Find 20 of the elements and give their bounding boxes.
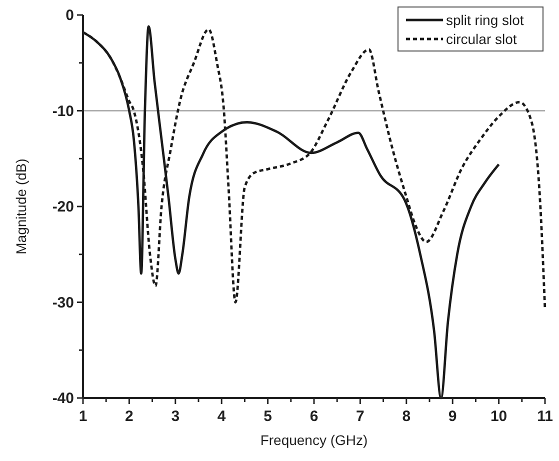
y-tick-label: -30	[52, 294, 74, 312]
x-tick-label: 5	[264, 408, 272, 425]
legend-label: split ring slot	[446, 12, 524, 28]
x-tick-label: 8	[402, 408, 411, 425]
y-tick-label: -20	[52, 198, 74, 216]
x-tick-label: 7	[356, 408, 364, 425]
x-tick-label: 3	[171, 408, 180, 425]
x-tick-label: 1	[78, 408, 88, 425]
x-tick-label: 4	[217, 408, 226, 425]
x-tick-label: 6	[310, 408, 318, 425]
x-tick-label: 2	[125, 408, 134, 425]
x-tick-label: 10	[490, 408, 508, 425]
y-tick-label: -10	[52, 102, 74, 120]
y-axis-title: Magnitude (dB)	[13, 158, 29, 254]
x-tick-label: 11	[537, 408, 553, 425]
x-axis-title: Frequency (GHz)	[260, 432, 368, 448]
legend-label: circular slot	[446, 31, 517, 47]
y-tick-label: 0	[66, 7, 74, 24]
x-tick-label: 9	[448, 408, 457, 425]
y-tick-label: -40	[52, 390, 74, 407]
